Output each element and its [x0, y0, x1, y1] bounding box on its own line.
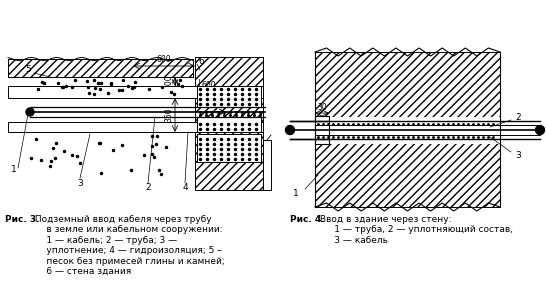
Bar: [197, 117, 261, 132]
Bar: [8, 122, 263, 132]
Bar: [195, 57, 263, 190]
Text: 4: 4: [182, 183, 188, 193]
Text: 2: 2: [145, 183, 151, 193]
Text: 5: 5: [25, 65, 31, 75]
Text: 350: 350: [164, 108, 173, 122]
Circle shape: [286, 125, 294, 135]
Bar: [314, 117, 501, 143]
Bar: [315, 116, 329, 144]
Text: 250: 250: [222, 119, 236, 129]
Text: Рис. 4.: Рис. 4.: [290, 215, 325, 224]
Text: 1: 1: [293, 189, 299, 197]
Bar: [315, 52, 500, 207]
Bar: [197, 86, 261, 107]
Text: Подземный ввод кабеля через трубу
     в земле или кабельном сооружении:
     1 : Подземный ввод кабеля через трубу в земл…: [32, 215, 225, 276]
Text: 6: 6: [198, 58, 204, 66]
Bar: [263, 140, 271, 190]
Text: 500: 500: [164, 74, 173, 89]
Text: 2: 2: [515, 112, 521, 122]
Text: Рис. 3.: Рис. 3.: [5, 215, 39, 224]
Text: 250: 250: [222, 91, 236, 99]
Bar: [8, 86, 263, 98]
Text: 1: 1: [11, 165, 17, 173]
Text: 600: 600: [201, 81, 216, 91]
Text: 3: 3: [77, 178, 83, 188]
Circle shape: [536, 125, 544, 135]
Text: 600: 600: [157, 55, 171, 65]
Bar: [197, 134, 261, 162]
Bar: [8, 59, 193, 77]
Text: Ввод в здание через стену:
      1 — труба, 2 — уплотняющий состав,
      3 — ка: Ввод в здание через стену: 1 — труба, 2 …: [317, 215, 513, 245]
Text: 3: 3: [515, 150, 521, 160]
Text: 30: 30: [317, 102, 327, 112]
Circle shape: [26, 108, 34, 116]
